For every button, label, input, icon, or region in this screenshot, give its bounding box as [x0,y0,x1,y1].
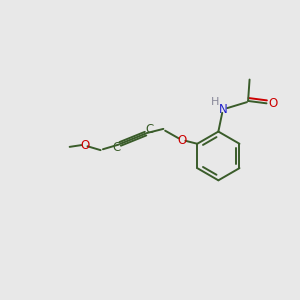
Text: C: C [146,123,154,136]
Text: H: H [211,97,219,107]
Text: O: O [177,134,186,147]
Text: O: O [268,97,278,110]
Text: N: N [219,103,228,116]
Text: O: O [80,139,89,152]
Text: C: C [112,141,120,154]
